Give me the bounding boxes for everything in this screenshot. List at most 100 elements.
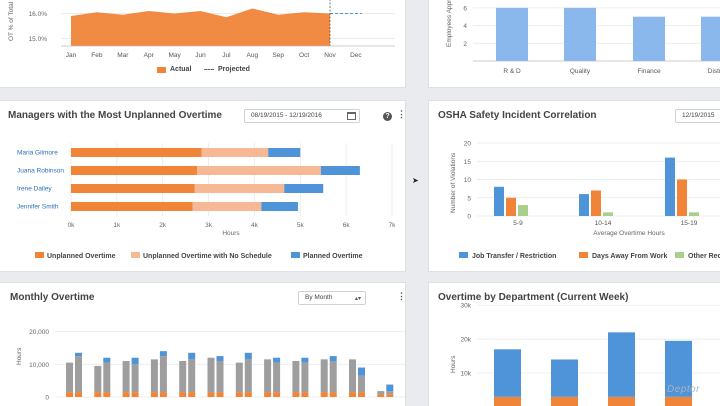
managers-x-tick: 7k bbox=[389, 222, 397, 229]
monthly-bar-segment bbox=[207, 357, 215, 393]
monthly-bar-segment bbox=[179, 361, 187, 393]
employees-x-tick: Distrib bbox=[708, 68, 720, 75]
monthly-bar-segment bbox=[386, 384, 394, 392]
manager-name-link[interactable]: Maria Gilmore bbox=[17, 150, 58, 157]
manager-name-link[interactable]: Irene Dailey bbox=[17, 186, 52, 193]
employees-y-tick: 2 bbox=[463, 41, 467, 48]
monthly-bar-segment bbox=[301, 362, 309, 393]
monthly-bar-segment bbox=[216, 356, 224, 361]
osha-x-tick: 10-14 bbox=[595, 220, 612, 227]
dept-bar-segment bbox=[608, 332, 635, 397]
managers-x-axis-label: Hours bbox=[222, 230, 240, 237]
dept-y-tick: 30k bbox=[461, 303, 472, 310]
employees-x-tick: R & D bbox=[503, 68, 521, 75]
managers-legend-swatch bbox=[35, 252, 44, 258]
monthly-bar-segment bbox=[150, 359, 158, 393]
manager-name-link[interactable]: Juana Robinson bbox=[17, 168, 64, 175]
managers-bar-segment bbox=[320, 166, 360, 175]
osha-legend-label: Job Transfer / Restriction bbox=[472, 253, 556, 260]
monthly-bar-segment bbox=[103, 362, 111, 393]
legend-actual-label: Actual bbox=[170, 66, 192, 73]
trend-y-tick: 15.0% bbox=[29, 36, 48, 43]
monthly-bar-segment bbox=[122, 392, 130, 397]
monthly-bar-segment bbox=[188, 392, 196, 397]
monthly-bar-segment bbox=[235, 392, 243, 397]
monthly-y-tick: 10,000 bbox=[29, 362, 49, 369]
osha-date-range-picker[interactable]: 12/19/2015 bbox=[675, 109, 720, 123]
monthly-bar-segment bbox=[75, 352, 82, 357]
monthly-bar-segment bbox=[66, 362, 73, 393]
monthly-bar-segment bbox=[131, 364, 139, 393]
managers-bar-segment bbox=[197, 166, 321, 175]
employees-y-tick: 4 bbox=[463, 23, 467, 30]
manager-name-link[interactable]: Jennifer Smith bbox=[17, 204, 59, 211]
managers-overtime-panel: Managers with the Most Unplanned Overtim… bbox=[0, 100, 406, 272]
osha-bar bbox=[506, 197, 516, 216]
period-select-value: By Month bbox=[305, 294, 333, 301]
employees-y-axis-label: Employees Appr bbox=[446, 0, 453, 47]
dept-bar-segment bbox=[665, 396, 692, 406]
managers-bar-segment bbox=[268, 148, 301, 157]
employees-panel: Employees Appr 6 4 2 R & D Quality Finance Dist… bbox=[428, 0, 720, 88]
osha-x-axis-label: Average Overtime Hours bbox=[593, 230, 665, 237]
managers-bar-segment bbox=[192, 202, 262, 211]
monthly-bar-segment bbox=[264, 392, 272, 397]
osha-y-tick: 10 bbox=[464, 177, 472, 184]
managers-x-tick: 2k bbox=[159, 222, 167, 229]
monthly-bar-segment bbox=[216, 361, 224, 393]
managers-bar-segment bbox=[284, 184, 324, 193]
actual-swatch bbox=[157, 66, 166, 73]
monthly-bar-segment bbox=[264, 359, 272, 393]
dept-y-tick: 20k bbox=[461, 337, 472, 344]
monthly-bar-segment bbox=[159, 351, 167, 357]
osha-y-axis-label: Number of Violations bbox=[450, 152, 457, 213]
managers-panel-title: Managers with the Most Unplanned Overtim… bbox=[8, 110, 222, 121]
osha-y-tick: 20 bbox=[464, 141, 472, 148]
monthly-panel-title: Monthly Overtime bbox=[10, 292, 95, 303]
monthly-bar-segment bbox=[377, 394, 385, 397]
managers-date-range-value: 08/19/2015 - 12/19/2016 bbox=[251, 112, 322, 119]
employees-x-tick: Quality bbox=[570, 68, 591, 75]
managers-legend-label: Unplanned Overtime with No Schedule bbox=[143, 253, 272, 260]
trend-x-tick: Jan bbox=[66, 52, 77, 59]
trend-y-tick: 16.0% bbox=[29, 11, 48, 18]
monthly-bar-segment bbox=[75, 392, 82, 397]
trend-x-tick: Mar bbox=[117, 52, 129, 59]
monthly-bar-segment bbox=[358, 375, 365, 393]
dept-bar-segment bbox=[551, 396, 578, 406]
monthly-bar-segment bbox=[188, 352, 196, 360]
more-menu-icon[interactable]: ⋮ bbox=[397, 109, 406, 119]
monthly-bar-segment bbox=[273, 357, 281, 363]
help-icon[interactable]: ? bbox=[383, 112, 392, 121]
osha-y-tick: 15 bbox=[464, 159, 472, 166]
monthly-more-menu-icon[interactable]: ⋮ bbox=[397, 291, 406, 301]
managers-bar-segment bbox=[71, 202, 193, 211]
employees-bar bbox=[564, 7, 596, 61]
period-select[interactable]: By Month ▴▾ bbox=[298, 291, 366, 305]
managers-bar-segment bbox=[71, 166, 198, 175]
osha-date-range-value: 12/19/2015 bbox=[682, 112, 715, 119]
legend-projected-label: Projected bbox=[218, 66, 250, 73]
managers-bar-segment bbox=[71, 184, 195, 193]
actual-area-series bbox=[71, 8, 330, 46]
monthly-overtime-panel: Monthly Overtime By Month ▴▾ ⋮ Hours 20,0… bbox=[0, 282, 406, 406]
managers-date-range-picker[interactable]: 08/19/2015 - 12/19/2016 bbox=[244, 109, 360, 123]
monthly-bar-segment bbox=[244, 352, 252, 360]
managers-bar-segment bbox=[261, 202, 298, 211]
trend-legend-projected: Projected bbox=[204, 66, 250, 73]
projected-dash-icon bbox=[204, 69, 214, 70]
managers-x-tick: 0k bbox=[68, 222, 76, 229]
employees-x-tick: Finance bbox=[637, 68, 661, 75]
employees-bar bbox=[633, 16, 665, 61]
monthly-chart: Hours20,00010,0000JanFebMarAprMayJunJulA… bbox=[16, 329, 405, 406]
calendar-icon[interactable] bbox=[347, 112, 356, 120]
trend-x-tick: Jun bbox=[195, 52, 206, 59]
monthly-bar-segment bbox=[377, 391, 385, 395]
osha-panel-title: OSHA Safety Incident Correlation bbox=[438, 110, 597, 121]
monthly-bar-segment bbox=[273, 362, 281, 393]
monthly-y-axis-label: Hours bbox=[16, 347, 23, 365]
trend-x-tick: Sep bbox=[272, 52, 284, 59]
trend-x-tick: Jul bbox=[222, 52, 231, 59]
monthly-bar-segment bbox=[273, 392, 281, 397]
monthly-bar-segment bbox=[75, 356, 82, 393]
